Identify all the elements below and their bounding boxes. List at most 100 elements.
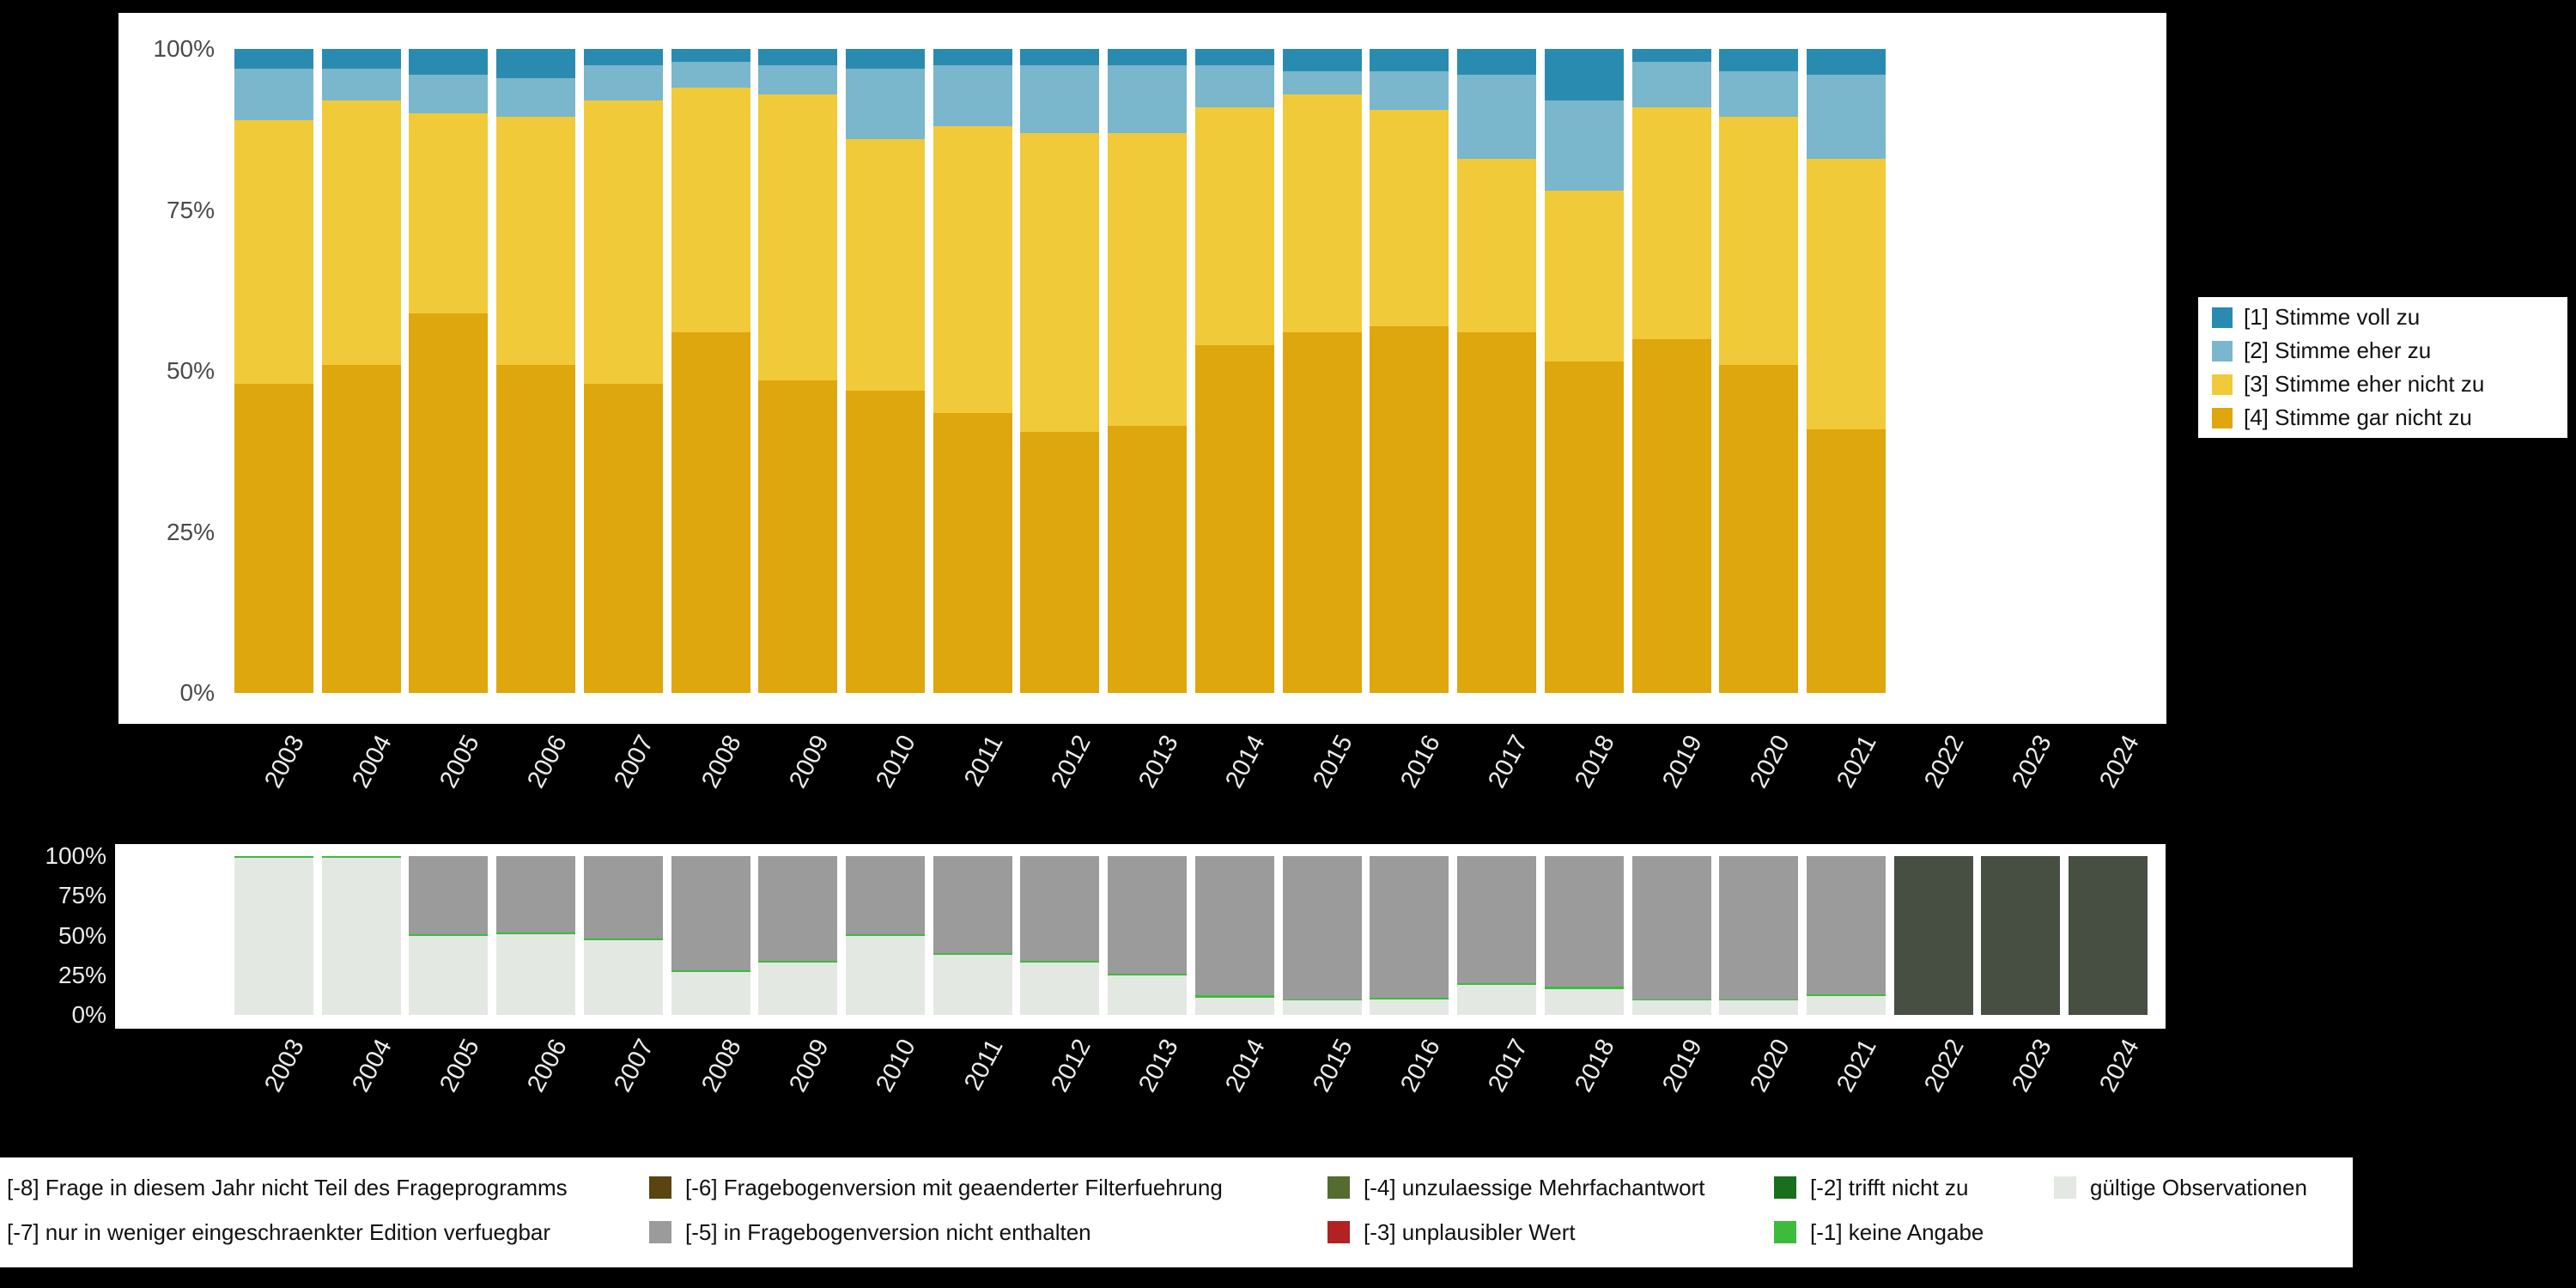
missing-segment: [671, 972, 750, 1015]
likert-bar-2019: [1631, 49, 1711, 693]
legend-label: [-1] keine Angabe: [1810, 1218, 1984, 1245]
missing-segment: [1108, 975, 1188, 1015]
likert-segment: [234, 68, 313, 120]
likert-legend-item: [4] Stimme gar nicht zu: [2212, 404, 2567, 431]
likert-segment: [671, 88, 750, 332]
likert-segment: [1457, 75, 1537, 159]
missing-segment: [1370, 997, 1449, 999]
missing-bar-2024: [2069, 856, 2148, 1015]
missing-bar-2015: [1282, 856, 1362, 1015]
likert-legend-item: [1] Stimme voll zu: [2212, 304, 2567, 331]
legend-label: [-2] trifft nicht zu: [1810, 1174, 1969, 1200]
missing-segment: [1108, 973, 1188, 975]
likert-bar-2007: [583, 49, 663, 693]
likert-segment: [321, 100, 401, 365]
missing-segment: [321, 857, 401, 1015]
missing-segment: [845, 856, 925, 934]
missing-legend-item: [-1] keine Angabe: [1774, 1219, 1984, 1245]
missing-segment: [496, 856, 576, 933]
legend-label: [-5] in Fragebogenversion nicht enthalte…: [685, 1218, 1091, 1245]
likert-segment: [758, 49, 838, 65]
likert-segment: [1457, 332, 1537, 693]
likert-y-tick: 25%: [166, 518, 215, 545]
likert-segment: [1194, 106, 1274, 345]
likert-bar-2012: [1020, 49, 1100, 693]
likert-segment: [845, 139, 925, 391]
legend-swatch: [2212, 340, 2233, 361]
missing-segment: [1282, 999, 1362, 1001]
missing-bar-2004: [321, 856, 401, 1015]
missing-segment: [583, 940, 663, 1015]
missing-segment: [1719, 1000, 1799, 1015]
missing-segment: [496, 932, 576, 934]
likert-bar-2008: [671, 49, 750, 693]
missing-segment: [758, 962, 838, 1015]
missing-segment: [1893, 856, 1973, 1015]
missing-y-tick: 0%: [71, 1001, 106, 1028]
missing-segment: [1544, 856, 1624, 987]
likert-segment: [1282, 94, 1362, 332]
likert-segment: [1108, 49, 1188, 65]
likert-segment: [1544, 100, 1624, 191]
likert-segment: [1020, 132, 1100, 433]
likert-segment: [1631, 49, 1711, 62]
missing-bar-2016: [1370, 856, 1449, 1015]
legend-swatch: [1774, 1176, 1796, 1199]
missing-segment: [933, 952, 1012, 955]
likert-segment: [234, 119, 313, 384]
likert-segment: [583, 100, 663, 384]
likert-segment: [1719, 116, 1799, 365]
likert-segment: [234, 384, 313, 693]
legend-label: [-4] unzulaessige Mehrfachantwort: [1364, 1174, 1705, 1200]
missing-segment: [409, 856, 489, 934]
legend-swatch: [2212, 374, 2233, 395]
missing-segment: [1631, 1000, 1711, 1015]
missing-legend-item: [-8] Frage in diesem Jahr nicht Teil des…: [0, 1175, 568, 1200]
likert-bar-2004: [321, 49, 401, 693]
missing-bar-2014: [1194, 856, 1274, 1015]
likert-segment: [496, 77, 576, 117]
likert-bar-2017: [1457, 49, 1537, 693]
missing-bar-2006: [496, 856, 576, 1015]
missing-legend-item: gültige Observationen: [2054, 1175, 2307, 1200]
likert-segment: [1544, 191, 1624, 361]
missing-legend-item: [-7] nur in weniger eingeschraenkter Edi…: [0, 1219, 550, 1245]
missing-segment: [583, 856, 663, 939]
likert-bar-2010: [845, 49, 925, 693]
missing-bar-2023: [1981, 856, 2061, 1015]
likert-y-tick: 75%: [166, 196, 215, 223]
missing-segment: [1370, 856, 1449, 998]
legend-swatch: [2212, 407, 2233, 428]
likert-bar-2016: [1370, 49, 1449, 693]
legend-label: [2] Stimme eher zu: [2244, 337, 2432, 363]
likert-segment: [1719, 364, 1799, 693]
missing-segment: [409, 935, 489, 1015]
missing-segment: [234, 857, 313, 1015]
missing-bar-2017: [1457, 856, 1537, 1015]
likert-segment: [1282, 49, 1362, 72]
likert-segment: [409, 113, 489, 313]
likert-segment: [583, 64, 663, 100]
likert-segment: [409, 49, 489, 75]
missing-y-tick: 75%: [58, 882, 106, 909]
missing-segment: [1631, 999, 1711, 1001]
likert-segment: [845, 390, 925, 693]
missing-bar-2011: [933, 856, 1012, 1015]
missing-y-tick: 50%: [58, 921, 106, 949]
likert-segment: [234, 49, 313, 69]
missing-segment: [2069, 856, 2148, 1015]
missing-segment: [845, 933, 925, 936]
legend-label: [4] Stimme gar nicht zu: [2244, 404, 2472, 430]
likert-segment: [1806, 75, 1886, 159]
missing-legend-item: [-4] unzulaessige Mehrfachantwort: [1327, 1175, 1704, 1200]
likert-segment: [496, 49, 576, 78]
likert-segment: [1806, 158, 1886, 429]
legend-label: [-8] Frage in diesem Jahr nicht Teil des…: [7, 1174, 568, 1200]
missing-segment: [1544, 989, 1624, 1015]
likert-y-tick: 0%: [179, 679, 215, 706]
likert-segment: [1194, 345, 1274, 693]
likert-y-tick: 50%: [166, 357, 215, 384]
likert-segment: [845, 68, 925, 139]
legend-label: gültige Observationen: [2090, 1174, 2307, 1200]
likert-bar-2011: [933, 49, 1012, 693]
